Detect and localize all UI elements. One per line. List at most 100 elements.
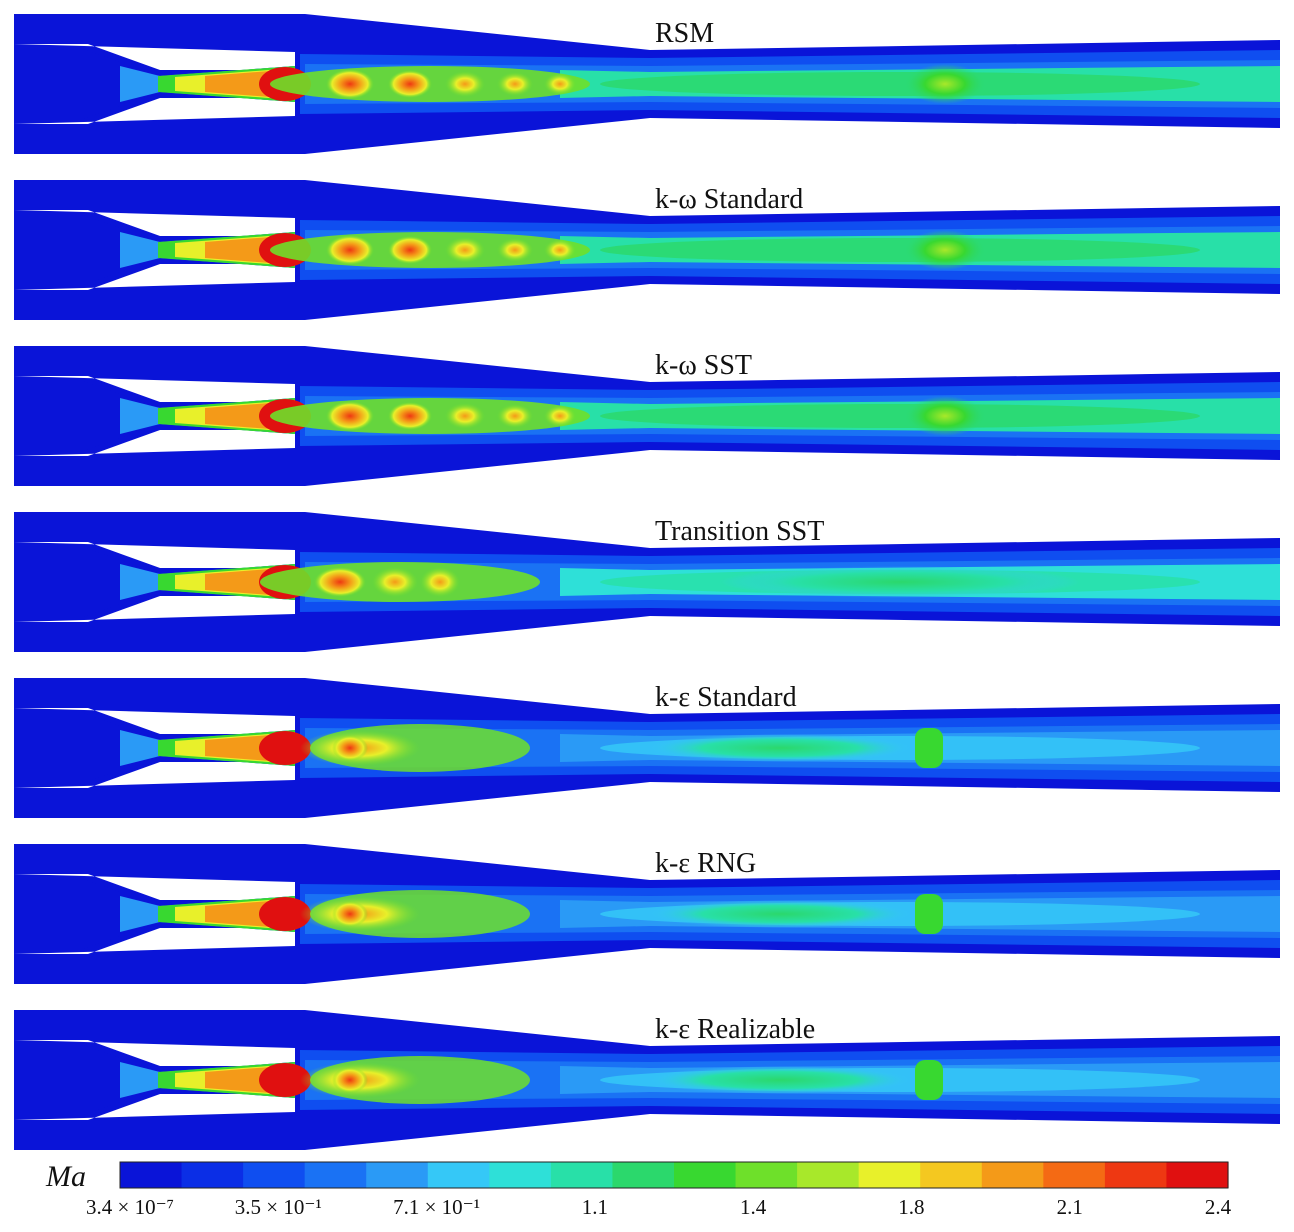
throat-inner <box>600 238 1200 262</box>
colorbar-segment <box>1043 1162 1106 1188</box>
colorbar-segment <box>181 1162 244 1188</box>
nozzle-wall-upper <box>14 1040 295 1066</box>
shock-cell <box>544 239 576 261</box>
contour-panel-ke-standard: k-ε Standard <box>14 678 1280 818</box>
contour-panels: RSM k-ω Standard k-ω SST Transition SST k-ε … <box>14 14 1280 1150</box>
panel-title: k-ω SST <box>655 350 752 381</box>
nozzle-exit-peak <box>259 1063 311 1097</box>
throat-hotspot <box>905 230 985 270</box>
shock-cell <box>332 901 368 927</box>
colorbar-segment <box>735 1162 798 1188</box>
colorbar-segment <box>243 1162 306 1188</box>
colorbar-segment <box>366 1162 429 1188</box>
colorbar-segment <box>612 1162 675 1188</box>
colorbar-tick-label: 2.1 <box>1057 1195 1083 1219</box>
colorbar-segment <box>427 1162 490 1188</box>
nozzle-wall-lower <box>14 762 295 788</box>
shock-cell <box>326 235 374 265</box>
nozzle-exit-peak <box>259 731 311 765</box>
shock-cell <box>497 72 533 96</box>
nozzle-wall-lower <box>14 264 295 290</box>
colorbar-segment <box>120 1162 183 1188</box>
shock-cell <box>420 567 460 597</box>
nozzle-wall-lower <box>14 430 295 456</box>
jet-plume <box>270 64 985 104</box>
colorbar-tick-label: 1.1 <box>582 1195 608 1219</box>
throat-hotspot <box>720 566 1080 598</box>
colorbar-segment <box>674 1162 737 1188</box>
panel-title: k-ε Standard <box>655 682 797 713</box>
jet-plume <box>260 562 1080 602</box>
colorbar-variable-label: Ma <box>45 1160 86 1193</box>
colorbar-tick-label: 7.1 × 10⁻¹ <box>393 1195 480 1219</box>
colorbar: Ma3.4 × 10⁻⁷ 3.5 × 10⁻¹ 7.1 × 10⁻¹ 1.1 1.4 1.… <box>45 1160 1232 1219</box>
nozzle-wall-upper <box>14 542 295 568</box>
colorbar-segment <box>920 1162 983 1188</box>
nozzle-wall-lower <box>14 98 295 124</box>
colorbar-segment <box>489 1162 552 1188</box>
shock-cell <box>445 71 485 97</box>
shock-cell <box>445 403 485 429</box>
colorbar-tick-label: 2.4 <box>1205 1195 1232 1219</box>
nozzle-wall-lower <box>14 1094 295 1120</box>
throat-inner <box>600 72 1200 96</box>
shock-cell <box>388 402 432 430</box>
shock-cell <box>544 73 576 95</box>
colorbar-segment <box>550 1162 614 1188</box>
shock-cell <box>326 69 374 99</box>
jet-plume <box>300 1056 943 1104</box>
shock-cell <box>314 567 366 597</box>
nozzle-wall-upper <box>14 376 295 402</box>
nozzle-exit-peak <box>259 897 311 931</box>
shock-cell <box>544 405 576 427</box>
nozzle-wall-upper <box>14 210 295 236</box>
contour-panel-ke-rng: k-ε RNG <box>14 844 1280 984</box>
colorbar-segment <box>858 1162 921 1188</box>
nozzle-wall-upper <box>14 708 295 734</box>
throat-hotspot <box>650 1066 910 1094</box>
shock-cell <box>388 70 432 98</box>
shock-cell <box>372 567 418 597</box>
contour-panel-rsm: RSM <box>14 14 1280 154</box>
nozzle-wall-upper <box>14 874 295 900</box>
colorbar-segment <box>981 1162 1044 1188</box>
colorbar-tick-label: 1.8 <box>898 1195 924 1219</box>
normal-shock <box>915 728 943 768</box>
shock-cell <box>445 237 485 263</box>
colorbar-tick-label: 1.4 <box>740 1195 767 1219</box>
colorbar-segment <box>1166 1162 1229 1188</box>
shock-cell <box>332 1067 368 1093</box>
throat-hotspot <box>905 396 985 436</box>
throat-hotspot <box>650 734 910 762</box>
colorbar-frame <box>119 1161 1229 1189</box>
contour-panel-transition-sst: Transition SST <box>14 512 1280 652</box>
colorbar-segment <box>1104 1162 1168 1188</box>
throat-hotspot <box>905 64 985 104</box>
contour-panel-kw-sst: k-ω SST <box>14 346 1280 486</box>
panel-title: k-ε RNG <box>655 848 756 879</box>
colorbar-segment <box>797 1162 860 1188</box>
throat-hotspot <box>650 900 910 928</box>
jet-plume <box>270 230 985 270</box>
colorbar-tick-label: 3.4 × 10⁻⁷ <box>86 1195 174 1219</box>
panel-title: Transition SST <box>655 516 824 547</box>
jet-plume <box>300 724 943 772</box>
shock-cell <box>388 236 432 264</box>
panel-title: k-ω Standard <box>655 184 803 215</box>
colorbar-segment <box>304 1162 367 1188</box>
normal-shock <box>915 1060 943 1100</box>
contour-panel-kw-standard: k-ω Standard <box>14 180 1280 320</box>
shock-cell <box>497 404 533 428</box>
throat-inner <box>600 404 1200 428</box>
panel-title: k-ε Realizable <box>655 1014 815 1045</box>
nozzle-wall-lower <box>14 596 295 622</box>
shock-cell <box>332 735 368 761</box>
nozzle-wall-upper <box>14 44 295 70</box>
shock-cell <box>497 238 533 262</box>
contour-panel-ke-realizable: k-ε Realizable <box>14 1010 1280 1150</box>
normal-shock <box>915 894 943 934</box>
jet-plume <box>270 396 985 436</box>
colorbar-tick-label: 3.5 × 10⁻¹ <box>235 1195 322 1219</box>
panel-title: RSM <box>655 18 714 49</box>
